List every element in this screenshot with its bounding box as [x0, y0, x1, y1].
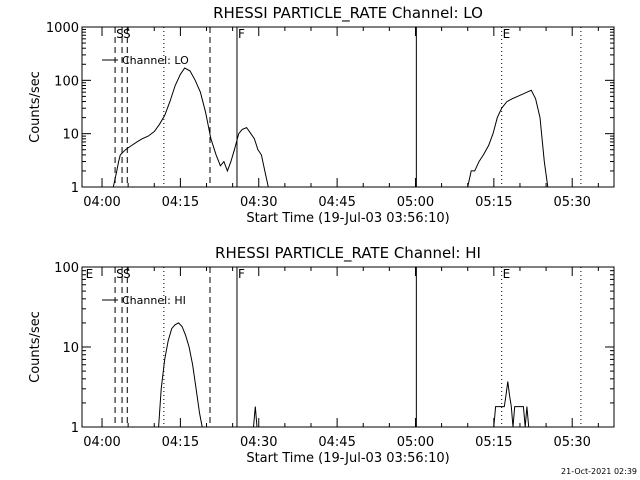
data-series-line	[158, 322, 203, 428]
plot-frame	[81, 266, 615, 428]
event-marker-label: E	[503, 267, 511, 281]
event-marker-label: S	[116, 267, 124, 281]
y-tick-label: 1000	[46, 21, 79, 36]
legend-label: Channel: LO	[122, 54, 189, 67]
x-tick-label: 05:00	[397, 195, 434, 210]
x-tick-label: 04:15	[162, 435, 199, 450]
y-tick-label: 100	[54, 74, 79, 89]
x-tick-label: 04:30	[240, 195, 277, 210]
x-tick-label: 04:00	[83, 435, 120, 450]
event-marker-label: F	[238, 267, 245, 281]
data-series-line	[112, 67, 269, 188]
x-tick-label: 04:30	[240, 435, 277, 450]
x-tick-label: 04:45	[318, 195, 355, 210]
x-tick-label: 05:30	[553, 435, 590, 450]
y-tick-label: 1	[71, 421, 79, 436]
x-tick-label: 05:15	[475, 195, 512, 210]
chart-title: RHESSI PARTICLE_RATE Channel: HI	[215, 244, 481, 263]
plot-date-stamp: 21-Oct-2021 02:39	[561, 467, 637, 476]
y-axis-label: Counts/sec	[28, 71, 43, 143]
y-tick-label: 100	[54, 261, 79, 276]
panel-channel-lo: RHESSI PARTICLE_RATE Channel: LO 04:00 04:…	[28, 4, 615, 226]
x-tick-label: 05:15	[475, 435, 512, 450]
event-marker-label: F	[238, 27, 245, 41]
y-tick-label: 1	[71, 181, 79, 196]
legend-label: Channel: HI	[122, 294, 186, 307]
x-axis-label: Start Time (19-Jul-03 03:56:10)	[246, 211, 449, 226]
event-marker-label: S	[123, 267, 131, 281]
x-tick-label: 04:00	[83, 195, 120, 210]
data-series-line	[467, 89, 549, 188]
plot-frame	[81, 26, 615, 188]
x-tick-label: 04:15	[162, 195, 199, 210]
chart-title: RHESSI PARTICLE_RATE Channel: LO	[213, 4, 483, 23]
y-tick-label: 10	[62, 128, 79, 143]
data-series-line	[493, 381, 530, 428]
event-marker-label: S	[123, 27, 131, 41]
y-axis-label: Counts/sec	[28, 311, 43, 383]
x-tick-label: 05:00	[397, 435, 434, 450]
event-marker-label: E	[503, 27, 511, 41]
event-marker-label: S	[116, 27, 124, 41]
x-tick-label: 05:30	[553, 195, 590, 210]
data-series-line	[253, 406, 258, 428]
x-tick-label: 04:45	[318, 435, 355, 450]
event-marker-label: E	[86, 267, 94, 281]
y-tick-label: 10	[62, 341, 79, 356]
panel-channel-hi: RHESSI PARTICLE_RATE Channel: HI 04:00 04:…	[28, 244, 615, 466]
x-axis-label: Start Time (19-Jul-03 03:56:10)	[246, 451, 449, 466]
